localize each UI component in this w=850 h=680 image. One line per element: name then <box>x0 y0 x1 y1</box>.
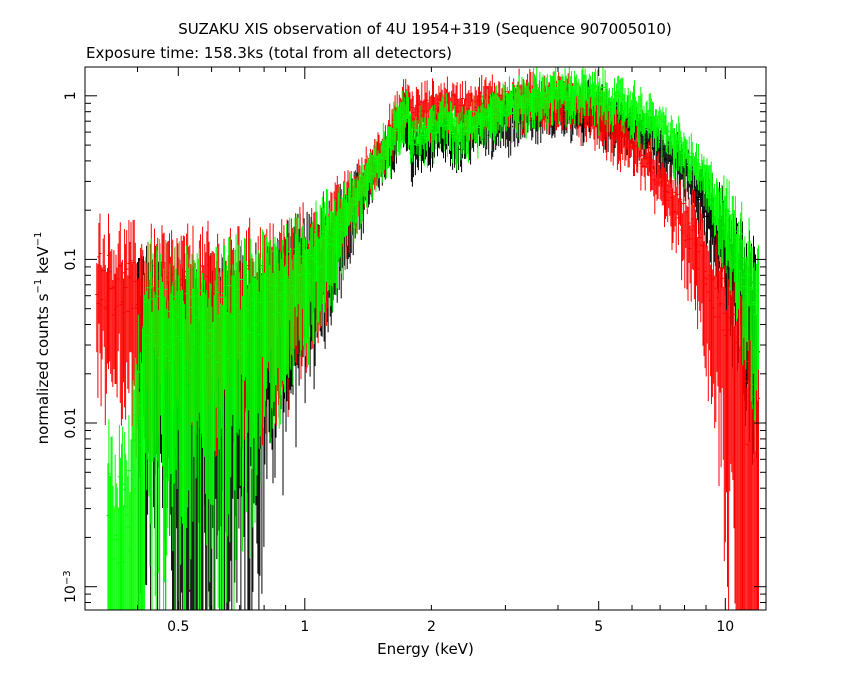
series-layer <box>95 67 761 610</box>
x-tick-label: 1 <box>300 619 309 635</box>
plot-frame <box>84 66 767 611</box>
chart-subtitle: Exposure time: 158.3ks (total from all d… <box>86 44 453 62</box>
x-axis-label: Energy (keV) <box>377 640 474 658</box>
x-tick-label: 2 <box>427 619 436 635</box>
tick-layer: 0.5 1 2 5 10 10−3 0.01 0.1 1 <box>62 67 766 635</box>
x-tick-label: 10 <box>716 619 734 635</box>
y-axis-label-sup-a: −1 <box>33 278 44 294</box>
series-2 <box>106 67 761 610</box>
x-tick-label: 0.5 <box>167 619 189 635</box>
y-axis-label-a: normalized counts s <box>34 293 52 445</box>
y-axis-label: normalized counts s−1 keV−1 <box>33 231 52 445</box>
chart-title: SUZAKU XIS observation of 4U 1954+319 (S… <box>178 20 672 38</box>
y-tick-label: 1 <box>63 91 79 100</box>
y-tick-label: 0.1 <box>63 248 79 270</box>
y-axis-label-sup-b: −1 <box>33 231 44 247</box>
y-tick-label: 10−3 <box>62 570 79 603</box>
x-tick-label: 5 <box>594 619 603 635</box>
y-axis-label-b: keV <box>34 246 52 279</box>
y-tick-label: 0.01 <box>63 407 79 438</box>
